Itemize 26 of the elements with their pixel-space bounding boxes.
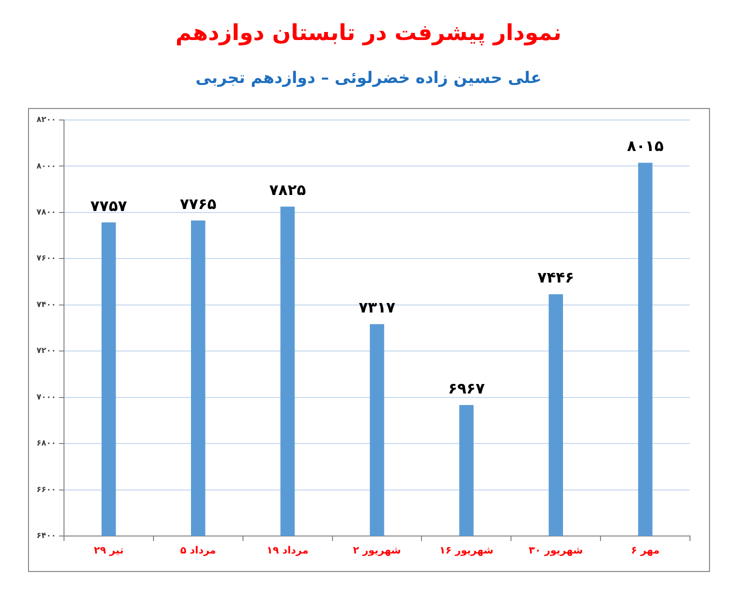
- y-tick-label: ۷۰۰۰: [36, 392, 56, 402]
- data-label: ۶۹۶۷: [448, 379, 485, 398]
- data-label: ۷۴۴۶: [538, 268, 574, 287]
- x-tick-label: ۶ مهر: [630, 546, 660, 557]
- y-tick-label: ۷۲۰۰: [36, 346, 56, 356]
- x-tick-label: ۱۹ مرداد: [266, 546, 308, 557]
- x-tick-label: ۱۶ شهریور: [439, 546, 494, 557]
- x-tick-label: ۲۹ تیر: [94, 546, 124, 557]
- y-tick-label: ۶۶۰۰: [36, 484, 56, 494]
- y-tick-label: ۶۴۰۰: [36, 531, 56, 540]
- data-label: ۷۷۵۷: [90, 196, 128, 215]
- chart-subtitle: علی حسین زاده خضرلوئی – دوازدهم تجربی: [194, 67, 543, 89]
- x-tick-label: ۳۰ شهریور: [528, 546, 584, 557]
- y-tick-label: ۷۸۰۰: [36, 208, 56, 217]
- data-label: ۸۰۱۵: [626, 137, 664, 156]
- y-tick-label: ۷۶۰۰: [36, 254, 56, 263]
- y-tick-label: ۸۲۰۰: [36, 115, 56, 124]
- x-tick-label: ۲ شهریور: [352, 546, 402, 557]
- data-label: ۷۳۱۷: [358, 298, 396, 316]
- y-tick-label: ۶۸۰۰: [36, 438, 56, 448]
- data-label: ۷۸۲۵: [269, 181, 306, 200]
- chart-title: نمودار پیشرفت در تابستان دوازدهم: [174, 20, 563, 48]
- y-tick-label: ۸۰۰۰: [36, 161, 56, 170]
- y-tick-label: ۷۴۰۰: [36, 300, 56, 309]
- x-tick-label: ۵ مرداد: [180, 546, 216, 557]
- data-label: ۷۷۶۵: [180, 194, 216, 213]
